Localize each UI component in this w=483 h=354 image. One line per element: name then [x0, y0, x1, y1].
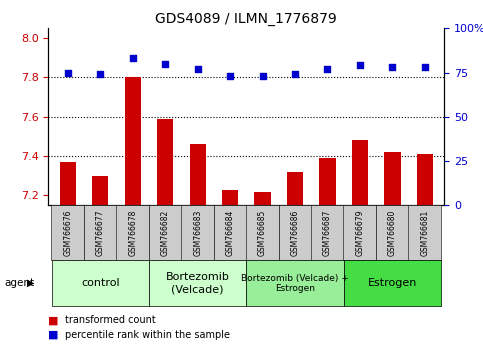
Point: [388, 64, 396, 70]
Text: ▶: ▶: [27, 278, 34, 288]
Text: Bortezomib (Velcade) +
Estrogen: Bortezomib (Velcade) + Estrogen: [241, 274, 349, 293]
Text: GSM766679: GSM766679: [355, 210, 365, 256]
Point: [194, 66, 201, 72]
Point: [64, 70, 71, 75]
Bar: [157, 119, 173, 205]
Text: ■: ■: [48, 315, 59, 325]
Bar: [92, 176, 108, 205]
Bar: [189, 144, 206, 205]
Text: GSM766681: GSM766681: [420, 210, 429, 256]
Point: [226, 73, 234, 79]
Text: ■: ■: [48, 330, 59, 339]
Text: GSM766684: GSM766684: [226, 210, 235, 256]
Bar: [255, 192, 270, 205]
Bar: [60, 162, 76, 205]
Text: GSM766682: GSM766682: [161, 210, 170, 256]
Text: control: control: [81, 278, 120, 288]
Text: Bortezomib
(Velcade): Bortezomib (Velcade): [166, 272, 229, 294]
Bar: [319, 158, 336, 205]
Text: transformed count: transformed count: [65, 315, 156, 325]
Point: [291, 72, 299, 77]
Bar: [384, 152, 400, 205]
Point: [259, 73, 267, 79]
Text: Estrogen: Estrogen: [368, 278, 417, 288]
Text: GSM766677: GSM766677: [96, 210, 105, 256]
Point: [356, 63, 364, 68]
Bar: [222, 190, 238, 205]
Bar: [125, 78, 141, 205]
Point: [129, 56, 137, 61]
Bar: [287, 172, 303, 205]
Point: [161, 61, 169, 67]
Point: [421, 64, 429, 70]
Bar: [417, 154, 433, 205]
Text: GSM766686: GSM766686: [291, 210, 299, 256]
Title: GDS4089 / ILMN_1776879: GDS4089 / ILMN_1776879: [156, 12, 337, 26]
Text: GSM766685: GSM766685: [258, 210, 267, 256]
Point: [324, 66, 331, 72]
Text: GSM766676: GSM766676: [63, 210, 72, 256]
Text: agent: agent: [5, 278, 35, 288]
Text: GSM766683: GSM766683: [193, 210, 202, 256]
Text: percentile rank within the sample: percentile rank within the sample: [65, 330, 230, 339]
Text: GSM766687: GSM766687: [323, 210, 332, 256]
Bar: [352, 141, 368, 205]
Point: [97, 72, 104, 77]
Text: GSM766678: GSM766678: [128, 210, 137, 256]
Text: GSM766680: GSM766680: [388, 210, 397, 256]
